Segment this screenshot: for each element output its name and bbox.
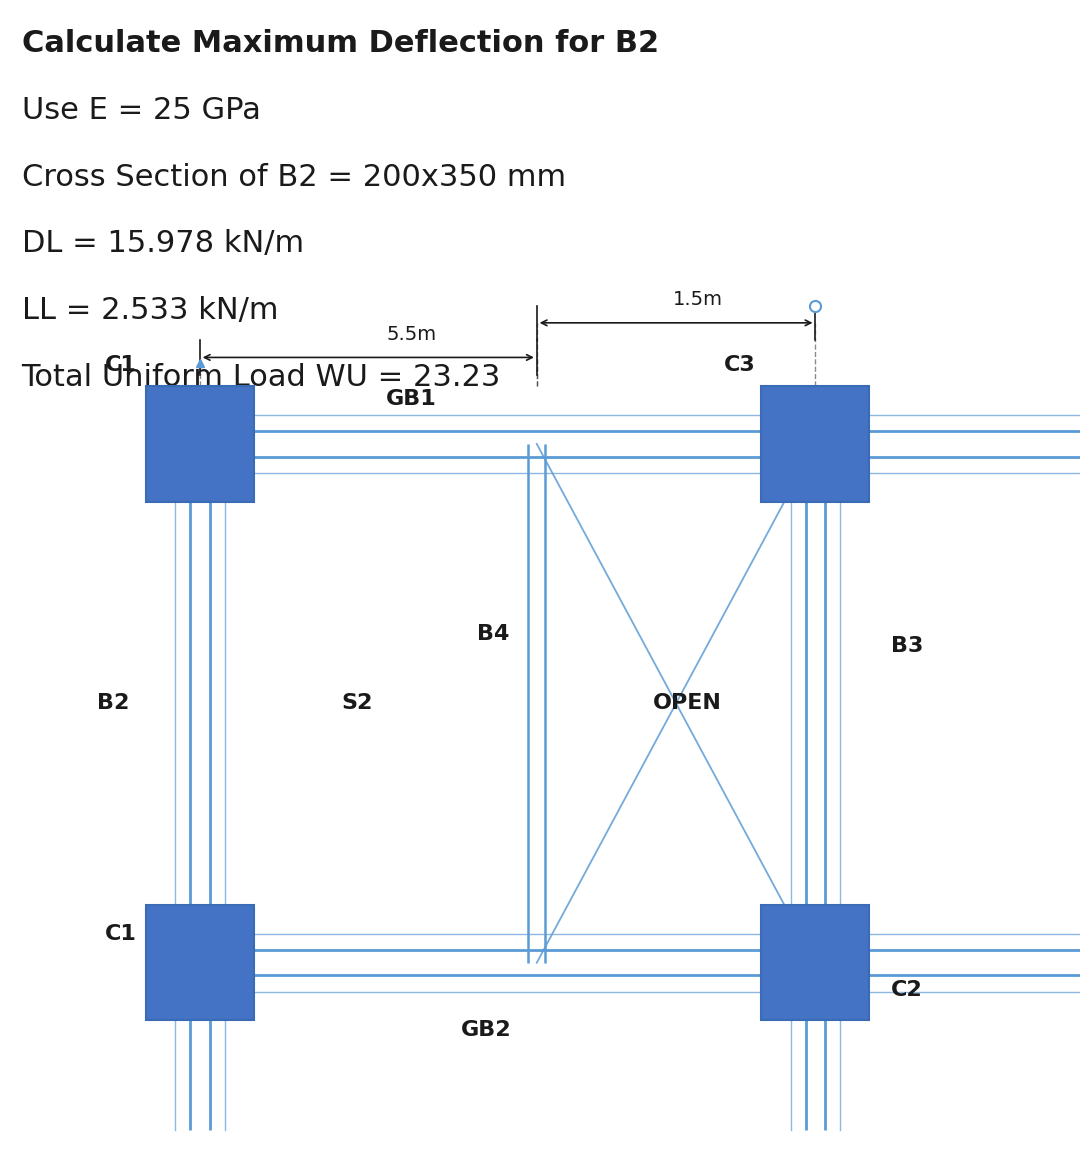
Text: GB1: GB1 <box>387 390 436 409</box>
Text: LL = 2.533 kN/m: LL = 2.533 kN/m <box>22 296 279 325</box>
Text: Total Uniform Load WU = 23.23: Total Uniform Load WU = 23.23 <box>22 363 501 392</box>
Text: C2: C2 <box>891 980 922 1000</box>
Text: Calculate Maximum Deflection for B2: Calculate Maximum Deflection for B2 <box>22 29 659 58</box>
Text: B4: B4 <box>477 624 510 645</box>
Text: B2: B2 <box>97 693 130 714</box>
Bar <box>146 905 254 1020</box>
Text: C3: C3 <box>725 355 756 375</box>
Text: OPEN: OPEN <box>652 693 721 714</box>
Bar <box>761 905 869 1020</box>
Text: 5.5m: 5.5m <box>387 325 436 344</box>
Text: DL = 15.978 kN/m: DL = 15.978 kN/m <box>22 229 303 258</box>
Bar <box>761 386 869 502</box>
Bar <box>146 386 254 502</box>
Text: 1.5m: 1.5m <box>673 291 723 309</box>
Text: Cross Section of B2 = 200x350 mm: Cross Section of B2 = 200x350 mm <box>22 163 566 191</box>
Text: Use E = 25 GPa: Use E = 25 GPa <box>22 96 260 125</box>
Text: GB2: GB2 <box>461 1020 511 1040</box>
Text: S2: S2 <box>341 693 374 714</box>
Text: C1: C1 <box>105 924 137 944</box>
Text: C1: C1 <box>105 355 137 375</box>
Text: B3: B3 <box>891 635 923 656</box>
